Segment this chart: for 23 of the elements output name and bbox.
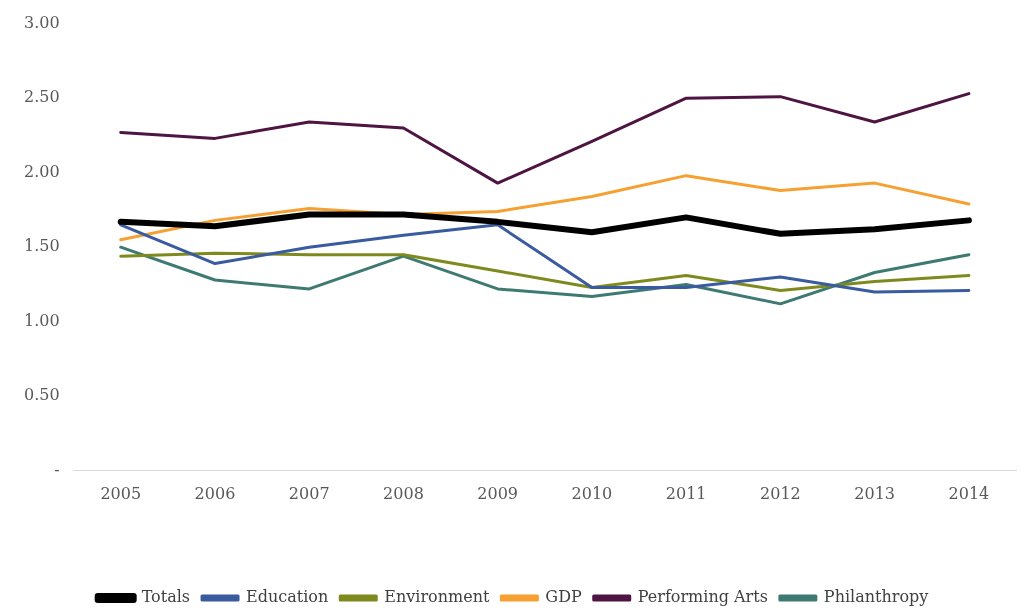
legend-label: Philanthropy: [823, 587, 929, 607]
x-tick-label: 2013: [854, 483, 895, 503]
y-tick-label: 1.00: [24, 310, 60, 330]
x-tick-label: 2011: [665, 483, 707, 503]
legend-label: GDP: [545, 587, 582, 607]
x-tick-label: 2010: [571, 483, 613, 503]
x-tick-label: 2014: [948, 483, 990, 503]
legend-label: Totals: [141, 587, 191, 607]
x-tick-label: 2007: [288, 483, 330, 503]
x-tick-label: 2008: [383, 483, 424, 503]
x-tick-label: 2009: [477, 483, 519, 503]
y-tick-label: 2.50: [24, 87, 60, 107]
y-tick-label: 0.50: [24, 385, 60, 405]
legend-label: Environment: [384, 587, 490, 607]
y-tick-label: 1.50: [24, 236, 60, 256]
y-tick-label: 3.00: [24, 12, 60, 32]
y-tick-label: -: [54, 459, 60, 479]
x-tick-label: 2012: [760, 483, 801, 503]
legend-label: Performing Arts: [637, 587, 768, 607]
x-tick-label: 2006: [194, 483, 236, 503]
legend-label: Education: [246, 587, 329, 607]
y-tick-label: 2.00: [24, 161, 60, 181]
x-tick-label: 2005: [100, 483, 142, 503]
